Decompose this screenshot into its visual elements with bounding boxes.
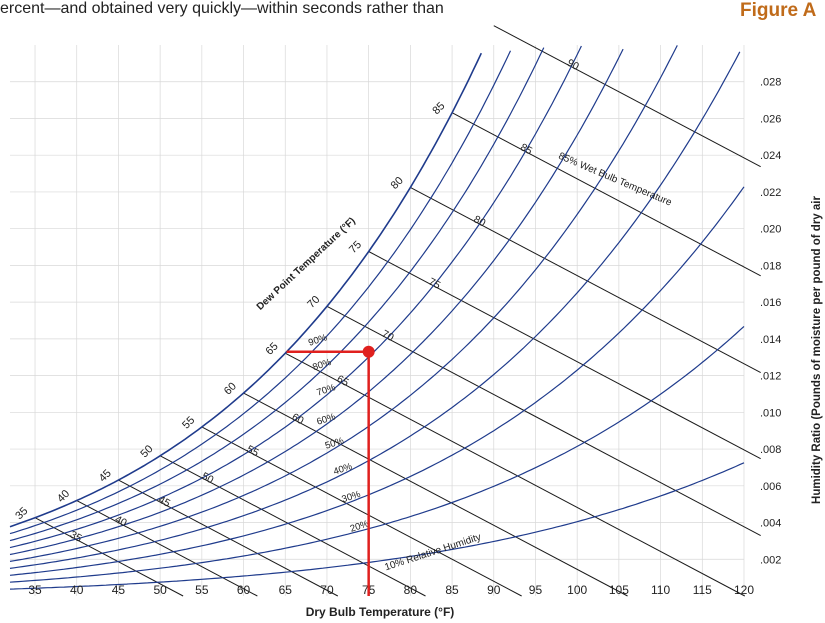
x-tick-85: 85 [445,583,459,597]
wet-bulb-line-75 [368,251,761,460]
rh-curve-20 [9,325,745,583]
rh-label-60: 60% [315,411,337,428]
rh-curve-50 [9,45,678,562]
figure-label: Figure A [740,0,817,21]
rh-curve-10 [9,462,745,590]
wet-bulb-tick-65: 65 [335,373,351,389]
x-tick-65: 65 [279,583,293,597]
wet-bulb-tick-45: 45 [156,494,172,510]
x-tick-45: 45 [112,583,126,597]
wet-bulb-line-90 [493,25,761,168]
rh-curve-90 [9,50,512,535]
x-tick-95: 95 [529,583,543,597]
wet-bulb-lines [34,25,761,597]
x-tick-105: 105 [609,583,629,597]
wet-bulb-line-50 [159,455,426,597]
dew-point-tick-65: 65 [264,340,281,357]
wet-bulb-line-85 [451,112,761,277]
wet-bulb-tick-90: 90 [565,57,581,73]
wet-bulb-line-80 [410,186,761,374]
wet-bulb-tick-35: 35 [68,529,84,545]
wet-bulb-tick-40: 40 [113,513,129,529]
grid [10,45,745,596]
dew-point-tick-85: 85 [430,100,447,117]
x-tick-50: 50 [153,583,167,597]
x-tick-60: 60 [237,583,251,597]
y-tick: .006 [760,481,781,493]
y-tick: .028 [760,77,781,89]
rh-curve-70 [9,45,582,549]
x-axis-label: Dry Bulb Temperature (°F) [306,605,455,619]
x-tick-80: 80 [404,583,418,597]
marker [286,345,375,596]
dew-point-tick-50: 50 [138,443,155,460]
rh-label-30: 30% [340,489,362,506]
dew-point-tick-70: 70 [305,294,322,311]
x-tick-40: 40 [70,583,84,597]
y-tick: .002 [760,554,781,566]
y-tick: .008 [760,444,781,456]
rh-curve-30 [9,186,745,576]
dew-point-tick-60: 60 [222,380,239,397]
wet-bulb-tick-85: 85 [518,141,534,157]
x-tick-100: 100 [567,583,587,597]
y-tick: .016 [760,297,781,309]
y-tick: .020 [760,224,781,236]
wet-bulb-line-70 [326,305,761,536]
intro-text: ercent—and obtained very quickly—within … [0,0,444,17]
dew-point-tick-80: 80 [389,175,406,192]
y-tick: .004 [760,518,781,530]
rh-curves [9,45,745,590]
rh-label-80: 80% [311,357,333,374]
wet-bulb-tick-60: 60 [290,411,306,427]
y-tick: .012 [760,371,781,383]
wet-bulb-label: 85% Wet Bulb Temperature [557,151,674,209]
rh-curve-40 [9,51,741,569]
y-tick: .010 [760,407,781,419]
dew-point-tick-55: 55 [180,414,197,431]
wet-bulb-line-65 [285,352,746,597]
y-tick: .018 [760,260,781,272]
x-tick-90: 90 [487,583,501,597]
rh-label-90: 90% [307,332,329,349]
y-tick: .014 [760,334,781,346]
wet-bulb-line-60 [243,392,628,597]
dew-point-tick-40: 40 [55,488,72,505]
x-tick-115: 115 [693,583,712,597]
wet-bulb-tick-75: 75 [426,276,442,292]
rh-label-70: 70% [315,382,337,399]
dew-point-tick-45: 45 [97,467,114,484]
x-tick-110: 110 [651,583,670,597]
wet-bulb-line-35 [34,517,184,597]
wet-bulb-tick-55: 55 [245,443,261,459]
rh-label-40: 40% [332,461,354,478]
rh-curve-80 [9,47,545,542]
rh-curve-100 [9,52,483,528]
x-tick-35: 35 [28,583,42,597]
dew-point-tick-75: 75 [347,239,364,256]
dew-point-label: Dew Point Temperature (°F) [255,216,358,313]
wet-bulb-line-55 [201,426,522,597]
x-tick-55: 55 [195,583,209,597]
axis-ticks: 35 40 45 50 55 60 65 70 75 80 85 90 95 100 105 110 115 12… [28,77,781,597]
wet-bulb-line-45 [118,479,339,597]
rh-curve-60 [9,48,624,556]
y-tick: .022 [760,187,781,199]
wet-bulb-tick-50: 50 [200,470,216,486]
y-tick: .026 [760,113,781,125]
y-tick: .024 [760,150,781,162]
wet-bulb-tick-80: 80 [472,213,488,229]
x-tick-120: 120 [734,583,754,597]
marked-point [362,345,375,358]
wet-bulb-tick-70: 70 [380,328,396,344]
wet-bulb-line-40 [76,500,258,597]
x-tick-70: 70 [320,583,334,597]
y-axis-label: Humidity Ratio (Pounds of moisture per p… [811,196,823,504]
